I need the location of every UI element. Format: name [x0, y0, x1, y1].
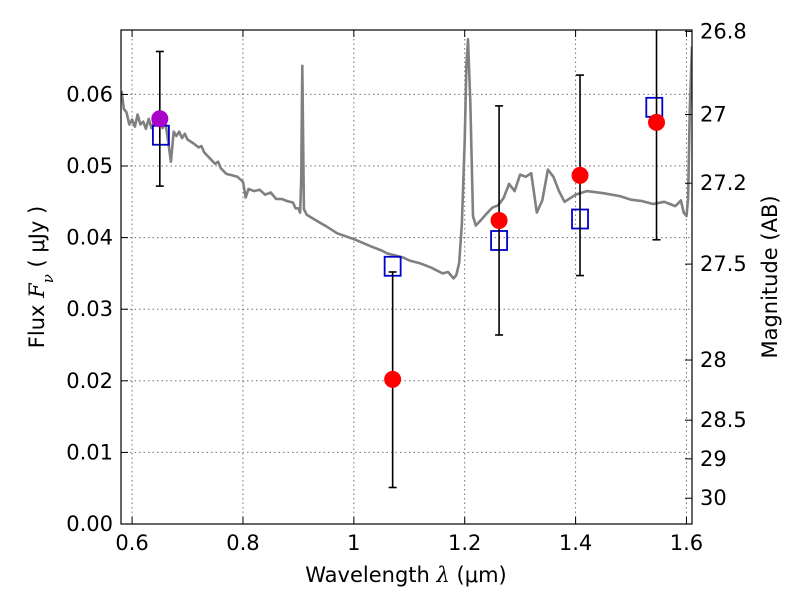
axes-frame	[120, 29, 693, 525]
y-tick-label: 0.06	[66, 82, 113, 106]
y-right-tick-label: 28	[700, 348, 727, 372]
observed-flux-point	[151, 110, 169, 128]
ticks: 0.6 0.8 1 1.2 1.4 1.6 0.00 0.01 0.02 0.03 0.04 0.05…	[66, 19, 747, 555]
x-tick-label: 0.6	[115, 531, 148, 555]
y-right-tick-label: 27	[700, 102, 727, 126]
x-axis-label: Wavelength λ (μm)	[305, 563, 506, 587]
series-layer	[121, 30, 692, 489]
observed-flux-point	[490, 211, 508, 229]
y-tick-label: 0.00	[66, 512, 113, 536]
y-axis-label: Flux Fν ( μJy )	[25, 206, 57, 348]
y-tick-label: 0.01	[66, 440, 113, 464]
observed-flux-point	[384, 370, 402, 388]
observed-flux-point	[571, 166, 589, 184]
x-tick-label: 0.8	[226, 531, 259, 555]
y-right-tick-label: 29	[700, 447, 727, 471]
x-tick-label: 1.6	[670, 531, 703, 555]
y-right-tick-label: 28.5	[700, 408, 747, 432]
x-tick-label: 1	[347, 531, 360, 555]
y-right-tick-label: 27.5	[700, 252, 747, 276]
y-tick-label: 0.03	[66, 297, 113, 321]
y-axis-right-label: Magnitude (AB)	[758, 195, 782, 358]
x-tick-label: 1.4	[559, 531, 592, 555]
y-right-tick-label: 26.8	[700, 19, 747, 43]
observed-flux-point	[648, 113, 666, 131]
y-right-tick-label: 30	[700, 486, 727, 510]
spectrum-line	[121, 38, 692, 280]
y-tick-label: 0.04	[66, 226, 113, 250]
y-tick-label: 0.02	[66, 369, 113, 393]
plot-area	[121, 30, 692, 489]
x-tick-label: 1.2	[448, 531, 481, 555]
y-tick-label: 0.05	[66, 154, 113, 178]
y-right-tick-label: 27.2	[700, 171, 747, 195]
